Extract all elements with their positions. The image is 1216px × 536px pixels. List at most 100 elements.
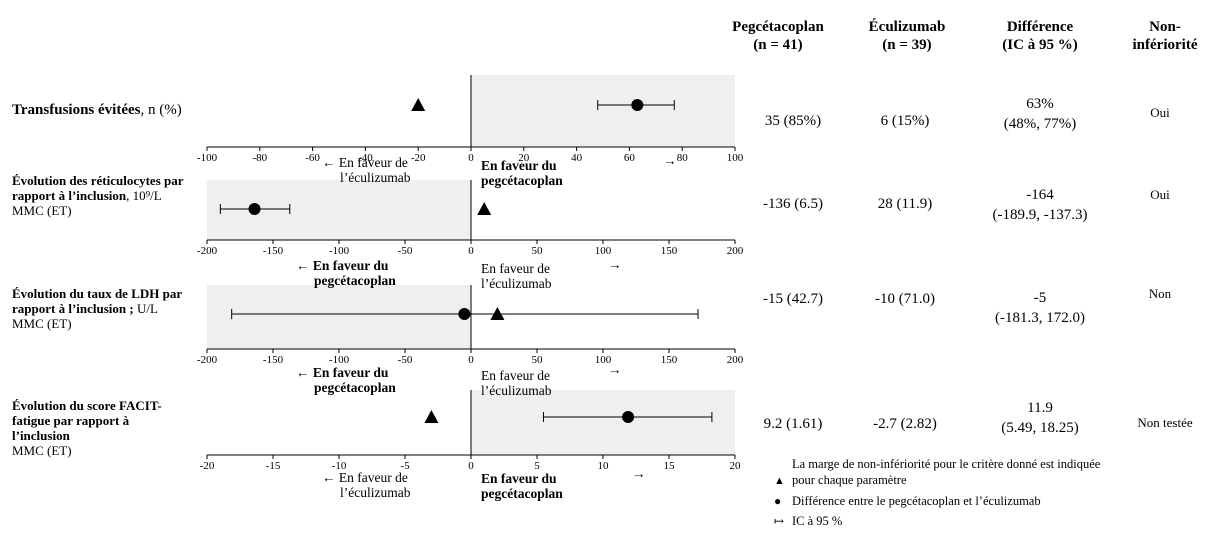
row1-eculizumab: 6 (15%): [880, 113, 930, 129]
margin-triangle-4: [424, 410, 439, 423]
x-tick-label-3-1: -150: [263, 354, 284, 366]
row1-pegcetacoplan: 35 (85%): [764, 113, 822, 129]
favor-left-4-line2: l’éculizumab: [340, 485, 411, 500]
x-tick-label-1-5: 0: [468, 152, 474, 164]
favor-left-3-line2: pegcétacoplan: [314, 380, 396, 395]
header-eculizumab-name: Éculizumab: [868, 19, 946, 35]
row-label-ldh: Évolution du taux de LDH par rapport à l…: [12, 286, 182, 331]
x-tick-label-1-3: -40: [358, 152, 373, 164]
ci-bar-icon: ↦: [774, 514, 785, 528]
legend-circle-item: ● Différence entre le pegcétacoplan et l’…: [774, 493, 1214, 509]
x-tick-label-4-2: -10: [332, 460, 347, 472]
row-label-reticulocytes: Évolution des réticulocytes par rapport …: [12, 173, 197, 218]
point-estimate-3: [458, 308, 471, 320]
row4-difference: 11.9 (5.49, 18.25): [975, 398, 1105, 438]
favor-right-1-line2: pegcétacoplan: [481, 173, 563, 188]
row-label-transfusions-bold: Transfusions évitées: [12, 102, 141, 118]
x-tick-label-4-4: 0: [468, 460, 474, 472]
header-eculizumab: Éculizumab (n = 39): [862, 18, 952, 54]
favor-left-4: ← En faveur de l’éculizumab: [322, 470, 410, 500]
favor-left-4-arrow-line: ← En faveur de: [322, 470, 408, 485]
x-tick-label-2-1: -150: [263, 245, 284, 257]
row2-difference-value: -164: [1026, 187, 1054, 203]
header-difference-ci: (IC à 95 %): [1002, 37, 1078, 53]
favor-right-2-line2: l’éculizumab: [481, 276, 552, 291]
point-estimate-1: [631, 99, 644, 111]
point-estimate-2: [248, 203, 261, 215]
margin-triangle-1: [411, 98, 426, 111]
header-noninferiority-line1: Non-: [1149, 19, 1181, 35]
x-tick-label-4-5: 5: [534, 460, 540, 472]
x-tick-label-3-2: -100: [329, 354, 350, 366]
favor-left-3-arrow-line: ← En faveur du: [296, 365, 389, 380]
row-label-reticulocytes-unit: , 10⁹/L: [126, 188, 162, 203]
favor-left-1-arrow-line: ← En faveur de: [322, 155, 408, 170]
row-label-facit-bold: Évolution du score FACIT-fatigue par rap…: [12, 398, 162, 443]
row-label-facit: Évolution du score FACIT-fatigue par rap…: [12, 398, 187, 458]
x-tick-label-2-2: -100: [329, 245, 350, 257]
header-eculizumab-n: (n = 39): [882, 37, 932, 53]
header-pegcetacoplan-name: Pegcétacoplan: [732, 19, 824, 35]
favor-right-4-line2: pegcétacoplan: [481, 486, 563, 501]
point-estimate-4: [622, 411, 635, 423]
row1-noninferiority: Oui: [1150, 105, 1170, 120]
x-tick-label-3-3: -50: [398, 354, 413, 366]
row1-difference-value: 63%: [1026, 96, 1054, 112]
row-label-facit-stat: MMC (ET): [12, 443, 72, 458]
row-label-ldh-unit: U/L: [133, 301, 158, 316]
header-difference-name: Différence: [1006, 19, 1074, 35]
favor-right-3: En faveur de l’éculizumab: [481, 368, 551, 398]
x-tick-label-4-0: -20: [200, 460, 215, 472]
row-label-reticulocytes-stat: MMC (ET): [12, 203, 72, 218]
x-tick-label-2-5: 50: [532, 245, 544, 257]
favor-right-2: En faveur de l’éculizumab: [481, 261, 551, 291]
x-tick-label-1-4: -20: [411, 152, 426, 164]
x-tick-label-3-8: 200: [727, 354, 744, 366]
x-tick-label-1-9: 80: [677, 152, 689, 164]
row2-difference-ci: (-189.9, -137.3): [992, 207, 1088, 223]
favor-left-3: ← En faveur du pegcétacoplan: [296, 365, 396, 395]
header-pegcetacoplan: Pegcétacoplan (n = 41): [728, 18, 828, 54]
x-tick-label-3-5: 50: [532, 354, 544, 366]
legend-triangle-line1: La marge de non-infériorité pour le crit…: [792, 457, 1101, 471]
row-label-ldh-bold: Évolution du taux de LDH par rapport à l…: [12, 286, 182, 316]
header-pegcetacoplan-n: (n = 41): [753, 37, 803, 53]
x-tick-label-1-2: -60: [305, 152, 320, 164]
row4-eculizumab: -2.7 (2.82): [873, 416, 937, 432]
favor-right-1: En faveur du pegcétacoplan: [481, 158, 563, 188]
x-tick-label-1-7: 40: [571, 152, 583, 164]
favor-left-2: ← En faveur du pegcétacoplan: [296, 258, 396, 288]
favor-right-2-arrow: →: [608, 257, 622, 272]
x-tick-label-3-4: 0: [468, 354, 474, 366]
row-label-transfusions-unit: , n (%): [140, 102, 182, 118]
x-tick-label-1-1: -80: [252, 152, 267, 164]
favor-right-1-arrow: →: [663, 153, 677, 168]
row3-eculizumab: -10 (71.0): [875, 291, 935, 307]
favor-right-4: En faveur du pegcétacoplan: [481, 471, 563, 501]
row3-pegcetacoplan: -15 (42.7): [763, 291, 823, 307]
row3-difference-ci: (-181.3, 172.0): [995, 310, 1085, 326]
x-tick-label-4-7: 15: [664, 460, 676, 472]
row4-difference-value: 11.9: [1027, 400, 1053, 416]
x-tick-label-2-0: -200: [197, 245, 218, 257]
triangle-icon: ▲: [774, 475, 785, 487]
x-tick-label-3-6: 100: [595, 354, 612, 366]
x-tick-label-3-0: -200: [197, 354, 218, 366]
x-tick-label-1-10: 100: [727, 152, 744, 164]
legend-ci-text: IC à 95 %: [792, 514, 843, 528]
shaded-region-4: [471, 390, 735, 455]
row4-pegcetacoplan: 9.2 (1.61): [763, 416, 823, 432]
row2-eculizumab: 28 (11.9): [877, 196, 933, 212]
favor-left-1-line1: En faveur de: [338, 155, 408, 170]
margin-triangle-2: [477, 202, 492, 215]
row4-difference-ci: (5.49, 18.25): [1001, 420, 1079, 436]
row-label-ldh-stat: MMC (ET): [12, 316, 72, 331]
row-label-transfusions: Transfusions évitées, n (%): [12, 100, 192, 120]
row1-difference-ci: (48%, 77%): [1003, 116, 1077, 132]
row3-noninferiority: Non: [1148, 286, 1172, 301]
favor-right-2-line1: En faveur de: [481, 261, 550, 276]
shaded-region-3: [207, 285, 471, 349]
legend: La marge de non-infériorité pour le crit…: [774, 456, 1214, 529]
margin-triangle-3: [490, 307, 505, 320]
